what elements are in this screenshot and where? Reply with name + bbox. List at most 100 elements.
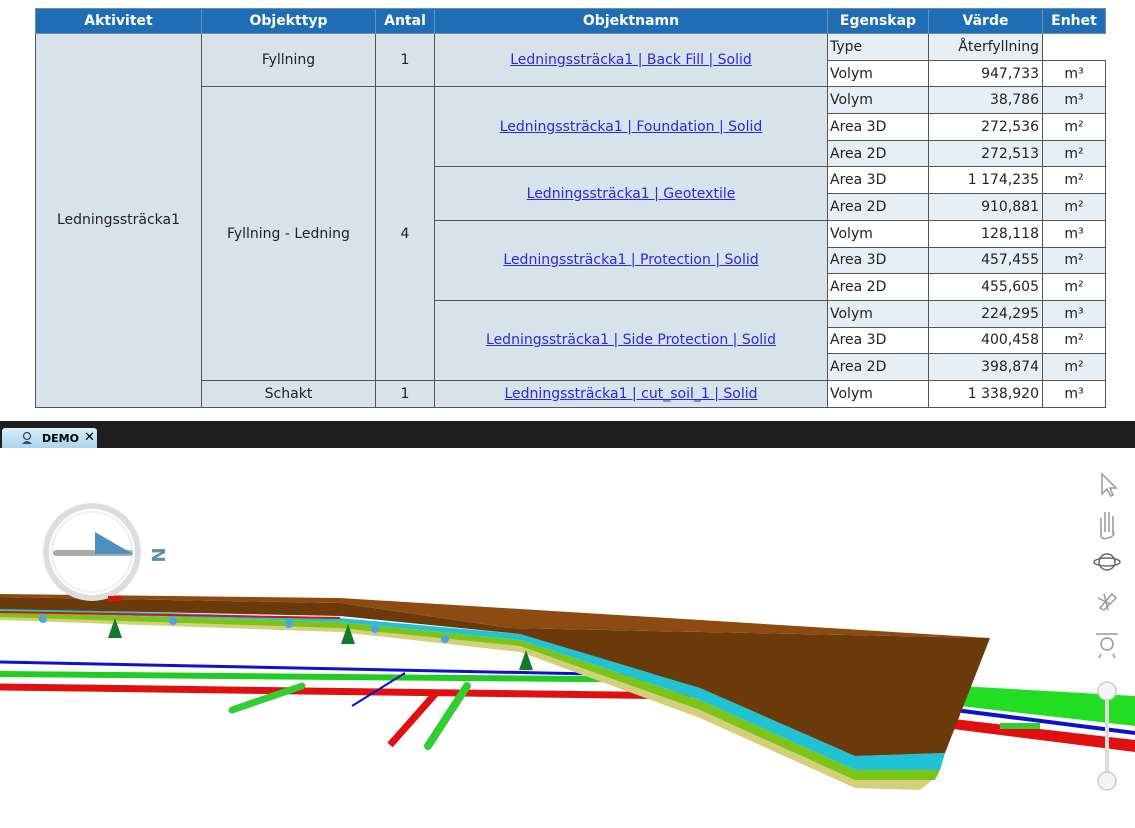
property-cell: Area 3D [827, 166, 929, 195]
header-row: Aktivitet Objekttyp Antal Objektnamn Egenska… [35, 8, 1106, 34]
value-cell: 272,536 [928, 113, 1043, 141]
activity-cell: Ledningssträcka1 [35, 33, 202, 408]
compass-arrow [95, 532, 133, 554]
fly-tool[interactable] [1097, 592, 1118, 611]
property-cell: Volym [827, 86, 929, 115]
unit-cell: m² [1042, 273, 1106, 301]
table-row: Ledningssträcka1 | Protection | Solid Vol… [36, 219, 1106, 301]
value-cell: 224,295 [928, 299, 1043, 328]
value-cell: Återfyllning [928, 33, 1043, 61]
pan-tool[interactable] [1100, 512, 1115, 540]
pipe-blue [0, 660, 691, 678]
table-row: Fyllning - Ledning 4 Ledningssträcka1 | Fo… [36, 86, 1106, 381]
table-row: Area 2D 398,874 m² [36, 353, 1106, 381]
tab-bar [0, 421, 1135, 448]
table-row: Area 2D 455,605 m² [36, 273, 1106, 301]
value-cell: 1 338,920 [928, 379, 1043, 408]
value-cell: 272,513 [928, 139, 1043, 168]
property-cell: Area 3D [827, 326, 929, 355]
property-cell: Volym [827, 219, 929, 248]
table-row: Volym 947,733 m³ [36, 59, 1106, 88]
3d-viewport[interactable]: N [0, 448, 1135, 828]
object-link[interactable]: Ledningssträcka1 | Back Fill | Solid [510, 52, 752, 69]
marker [519, 650, 533, 670]
object-link[interactable]: Ledningssträcka1 | Geotextile [526, 185, 736, 202]
value-cell: 400,458 [928, 326, 1043, 355]
property-cell: Area 3D [827, 246, 929, 275]
table-row: Ledningssträcka1 Fyllning 1 Ledningssträcka… [35, 32, 1106, 408]
value-cell: 910,881 [928, 193, 1043, 221]
column-header: Antal [375, 8, 435, 34]
table-row: Schakt 1 Ledningssträcka1 | cut_soil_1 | S… [36, 379, 1106, 408]
object-cell: Ledningssträcka1 | Protection | Solid [434, 219, 828, 301]
property-cell: Volym [827, 59, 929, 88]
marker [108, 618, 122, 638]
unit-cell: m² [1042, 193, 1106, 221]
unit-cell: m³ [1042, 299, 1106, 328]
unit-cell: m² [1042, 353, 1106, 381]
value-cell: 455,605 [928, 273, 1043, 301]
object-link[interactable]: Ledningssträcka1 | Protection | Solid [503, 252, 759, 269]
marker [108, 596, 122, 601]
table-row: Ledningssträcka1 | Side Protection | Sol… [36, 299, 1106, 381]
value-cell: 947,733 [928, 59, 1043, 88]
table-row: Area 2D 910,881 m² [36, 193, 1106, 221]
tab-icon [22, 431, 32, 444]
unit-cell: m² [1042, 113, 1106, 141]
column-header: Objekttyp [201, 8, 376, 34]
pipe-red [0, 683, 691, 700]
value-cell: 128,118 [928, 219, 1043, 248]
property-cell: Area 2D [827, 273, 929, 301]
object-cell: Ledningssträcka1 | Back Fill | Solid [434, 32, 828, 88]
object-cell: Ledningssträcka1 | Side Protection | Sol… [434, 299, 828, 381]
property-cell: Area 3D [827, 113, 929, 141]
marker [341, 624, 355, 644]
marker [169, 617, 177, 625]
pipe-blue [351, 672, 406, 707]
tab-label: DEMO [42, 432, 79, 445]
property-cell: Volym [827, 379, 929, 408]
unit-cell [1042, 33, 1106, 61]
table-row: Area 3D 457,455 m² [36, 246, 1106, 275]
object-link[interactable]: Ledningssträcka1 | Foundation | Solid [499, 118, 763, 135]
walk-tool[interactable] [1096, 633, 1118, 659]
orbit-tool[interactable] [1093, 553, 1121, 571]
marker [441, 635, 449, 643]
backfill-top [0, 594, 990, 638]
tab-close[interactable]: ✕ [84, 430, 95, 445]
quantity-table: Aktivitet Objekttyp Antal Objektnamn Egenska… [35, 8, 1106, 408]
value-cell: 38,786 [928, 86, 1043, 115]
column-header: Aktivitet [35, 8, 202, 34]
count-cell: 1 [375, 379, 435, 408]
column-header: Enhet [1042, 8, 1106, 34]
unit-cell: m³ [1042, 59, 1106, 88]
column-header: Objektnamn [434, 8, 828, 34]
value-cell: 1 174,235 [928, 166, 1043, 195]
backfill [0, 597, 990, 756]
property-cell: Area 2D [827, 353, 929, 381]
marker [285, 620, 293, 628]
property-cell: Area 2D [827, 193, 929, 221]
object-link[interactable]: Ledningssträcka1 | Side Protection | Sol… [486, 332, 776, 349]
pipe-green [228, 682, 306, 714]
object-cell: Ledningssträcka1 | Foundation | Solid [434, 86, 828, 168]
property-cell: Area 2D [827, 139, 929, 168]
zoom-in[interactable] [1097, 681, 1117, 701]
pipe-green [0, 671, 691, 683]
pipe-green [424, 682, 471, 750]
zoom-out[interactable] [1097, 771, 1117, 791]
select-tool[interactable] [1101, 472, 1118, 497]
unit-cell: m³ [1042, 219, 1106, 248]
property-cell: Type [827, 33, 929, 61]
marker [39, 615, 47, 623]
object-link[interactable]: Ledningssträcka1 | cut_soil_1 | Solid [504, 385, 758, 402]
unit-cell: m² [1042, 326, 1106, 355]
marker [371, 625, 379, 633]
tab[interactable]: DEMO ✕ [2, 428, 97, 448]
pipe-green [960, 686, 1135, 726]
property-cell: Volym [827, 299, 929, 328]
type-cell: Schakt [201, 379, 376, 408]
pipe-red [945, 718, 1135, 752]
object-cell: Ledningssträcka1 | Geotextile [434, 166, 828, 221]
